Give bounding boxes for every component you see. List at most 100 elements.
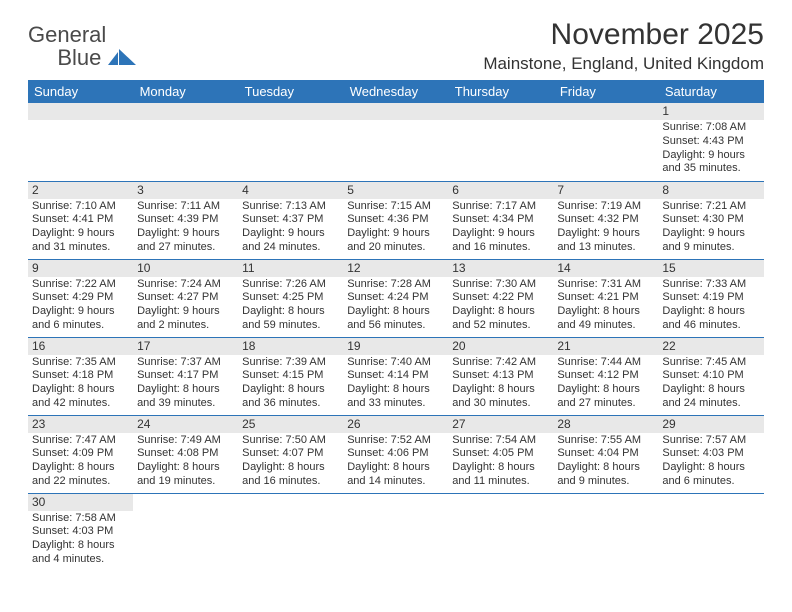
sunset-line: Sunset: 4:32 PM bbox=[557, 213, 654, 227]
sunset-line: Sunset: 4:29 PM bbox=[32, 291, 129, 305]
sunrise-line: Sunrise: 7:50 AM bbox=[242, 434, 339, 448]
calendar-day: 16Sunrise: 7:35 AMSunset: 4:18 PMDayligh… bbox=[28, 337, 133, 415]
calendar-day: 7Sunrise: 7:19 AMSunset: 4:32 PMDaylight… bbox=[553, 181, 658, 259]
daylight-line: Daylight: 8 hours and 16 minutes. bbox=[242, 461, 339, 489]
day-content: Sunrise: 7:28 AMSunset: 4:24 PMDaylight:… bbox=[343, 277, 448, 335]
sunset-line: Sunset: 4:03 PM bbox=[662, 447, 759, 461]
day-content: Sunrise: 7:11 AMSunset: 4:39 PMDaylight:… bbox=[133, 199, 238, 257]
sunrise-line: Sunrise: 7:24 AM bbox=[137, 278, 234, 292]
calendar-row: 1Sunrise: 7:08 AMSunset: 4:43 PMDaylight… bbox=[28, 103, 764, 181]
sunrise-line: Sunrise: 7:31 AM bbox=[557, 278, 654, 292]
sunset-line: Sunset: 4:17 PM bbox=[137, 369, 234, 383]
calendar-day: 14Sunrise: 7:31 AMSunset: 4:21 PMDayligh… bbox=[553, 259, 658, 337]
daylight-line: Daylight: 8 hours and 14 minutes. bbox=[347, 461, 444, 489]
day-content: Sunrise: 7:44 AMSunset: 4:12 PMDaylight:… bbox=[553, 355, 658, 413]
sunrise-line: Sunrise: 7:37 AM bbox=[137, 356, 234, 370]
sunrise-line: Sunrise: 7:22 AM bbox=[32, 278, 129, 292]
sunset-line: Sunset: 4:03 PM bbox=[32, 525, 129, 539]
sunset-line: Sunset: 4:24 PM bbox=[347, 291, 444, 305]
sunrise-line: Sunrise: 7:19 AM bbox=[557, 200, 654, 214]
sunrise-line: Sunrise: 7:47 AM bbox=[32, 434, 129, 448]
day-number: 2 bbox=[28, 182, 133, 199]
sunrise-line: Sunrise: 7:26 AM bbox=[242, 278, 339, 292]
daylight-line: Daylight: 8 hours and 59 minutes. bbox=[242, 305, 339, 333]
sunrise-line: Sunrise: 7:15 AM bbox=[347, 200, 444, 214]
empty-daynum bbox=[133, 103, 238, 120]
weekday-header: Friday bbox=[553, 80, 658, 103]
sunrise-line: Sunrise: 7:57 AM bbox=[662, 434, 759, 448]
day-content: Sunrise: 7:54 AMSunset: 4:05 PMDaylight:… bbox=[448, 433, 553, 491]
day-number: 19 bbox=[343, 338, 448, 355]
daylight-line: Daylight: 8 hours and 39 minutes. bbox=[137, 383, 234, 411]
calendar-row: 16Sunrise: 7:35 AMSunset: 4:18 PMDayligh… bbox=[28, 337, 764, 415]
calendar-day: 26Sunrise: 7:52 AMSunset: 4:06 PMDayligh… bbox=[343, 415, 448, 493]
calendar-day: 5Sunrise: 7:15 AMSunset: 4:36 PMDaylight… bbox=[343, 181, 448, 259]
day-content: Sunrise: 7:08 AMSunset: 4:43 PMDaylight:… bbox=[658, 120, 763, 178]
sunset-line: Sunset: 4:13 PM bbox=[452, 369, 549, 383]
daylight-line: Daylight: 8 hours and 30 minutes. bbox=[452, 383, 549, 411]
calendar-day-empty bbox=[133, 103, 238, 181]
sunrise-line: Sunrise: 7:11 AM bbox=[137, 200, 234, 214]
daylight-line: Daylight: 8 hours and 22 minutes. bbox=[32, 461, 129, 489]
sunset-line: Sunset: 4:04 PM bbox=[557, 447, 654, 461]
day-number: 6 bbox=[448, 182, 553, 199]
calendar-day: 19Sunrise: 7:40 AMSunset: 4:14 PMDayligh… bbox=[343, 337, 448, 415]
location: Mainstone, England, United Kingdom bbox=[483, 54, 764, 74]
day-content: Sunrise: 7:42 AMSunset: 4:13 PMDaylight:… bbox=[448, 355, 553, 413]
sunrise-line: Sunrise: 7:54 AM bbox=[452, 434, 549, 448]
day-number: 26 bbox=[343, 416, 448, 433]
day-content: Sunrise: 7:15 AMSunset: 4:36 PMDaylight:… bbox=[343, 199, 448, 257]
calendar-day: 29Sunrise: 7:57 AMSunset: 4:03 PMDayligh… bbox=[658, 415, 763, 493]
calendar-day: 20Sunrise: 7:42 AMSunset: 4:13 PMDayligh… bbox=[448, 337, 553, 415]
daylight-line: Daylight: 8 hours and 11 minutes. bbox=[452, 461, 549, 489]
day-number: 21 bbox=[553, 338, 658, 355]
sunset-line: Sunset: 4:07 PM bbox=[242, 447, 339, 461]
title-block: November 2025 Mainstone, England, United… bbox=[483, 18, 764, 74]
calendar-day-empty bbox=[553, 493, 658, 571]
sunrise-line: Sunrise: 7:52 AM bbox=[347, 434, 444, 448]
day-content: Sunrise: 7:55 AMSunset: 4:04 PMDaylight:… bbox=[553, 433, 658, 491]
sunrise-line: Sunrise: 7:45 AM bbox=[662, 356, 759, 370]
day-number: 12 bbox=[343, 260, 448, 277]
weekday-header: Thursday bbox=[448, 80, 553, 103]
weekday-header: Sunday bbox=[28, 80, 133, 103]
sunset-line: Sunset: 4:05 PM bbox=[452, 447, 549, 461]
sunset-line: Sunset: 4:09 PM bbox=[32, 447, 129, 461]
weekday-header: Wednesday bbox=[343, 80, 448, 103]
day-content: Sunrise: 7:22 AMSunset: 4:29 PMDaylight:… bbox=[28, 277, 133, 335]
logo-text-blue: Blue bbox=[57, 45, 101, 70]
sunset-line: Sunset: 4:10 PM bbox=[662, 369, 759, 383]
day-content: Sunrise: 7:33 AMSunset: 4:19 PMDaylight:… bbox=[658, 277, 763, 335]
calendar-day-empty bbox=[133, 493, 238, 571]
weekday-header: Monday bbox=[133, 80, 238, 103]
empty-daynum bbox=[343, 103, 448, 120]
calendar-day: 6Sunrise: 7:17 AMSunset: 4:34 PMDaylight… bbox=[448, 181, 553, 259]
day-number: 24 bbox=[133, 416, 238, 433]
daylight-line: Daylight: 8 hours and 46 minutes. bbox=[662, 305, 759, 333]
day-content: Sunrise: 7:35 AMSunset: 4:18 PMDaylight:… bbox=[28, 355, 133, 413]
daylight-line: Daylight: 8 hours and 24 minutes. bbox=[662, 383, 759, 411]
day-content: Sunrise: 7:26 AMSunset: 4:25 PMDaylight:… bbox=[238, 277, 343, 335]
day-content: Sunrise: 7:19 AMSunset: 4:32 PMDaylight:… bbox=[553, 199, 658, 257]
daylight-line: Daylight: 9 hours and 2 minutes. bbox=[137, 305, 234, 333]
daylight-line: Daylight: 8 hours and 33 minutes. bbox=[347, 383, 444, 411]
calendar-day: 11Sunrise: 7:26 AMSunset: 4:25 PMDayligh… bbox=[238, 259, 343, 337]
calendar-day: 22Sunrise: 7:45 AMSunset: 4:10 PMDayligh… bbox=[658, 337, 763, 415]
daylight-line: Daylight: 8 hours and 52 minutes. bbox=[452, 305, 549, 333]
sunset-line: Sunset: 4:15 PM bbox=[242, 369, 339, 383]
calendar-day-empty bbox=[553, 103, 658, 181]
daylight-line: Daylight: 9 hours and 6 minutes. bbox=[32, 305, 129, 333]
calendar-day: 17Sunrise: 7:37 AMSunset: 4:17 PMDayligh… bbox=[133, 337, 238, 415]
day-number: 4 bbox=[238, 182, 343, 199]
calendar-day: 8Sunrise: 7:21 AMSunset: 4:30 PMDaylight… bbox=[658, 181, 763, 259]
day-number: 13 bbox=[448, 260, 553, 277]
day-number: 9 bbox=[28, 260, 133, 277]
calendar-row: 9Sunrise: 7:22 AMSunset: 4:29 PMDaylight… bbox=[28, 259, 764, 337]
day-number: 27 bbox=[448, 416, 553, 433]
calendar-day-empty bbox=[448, 493, 553, 571]
day-content: Sunrise: 7:17 AMSunset: 4:34 PMDaylight:… bbox=[448, 199, 553, 257]
daylight-line: Daylight: 9 hours and 27 minutes. bbox=[137, 227, 234, 255]
sunrise-line: Sunrise: 7:40 AM bbox=[347, 356, 444, 370]
calendar-day: 30Sunrise: 7:58 AMSunset: 4:03 PMDayligh… bbox=[28, 493, 133, 571]
calendar-day: 15Sunrise: 7:33 AMSunset: 4:19 PMDayligh… bbox=[658, 259, 763, 337]
